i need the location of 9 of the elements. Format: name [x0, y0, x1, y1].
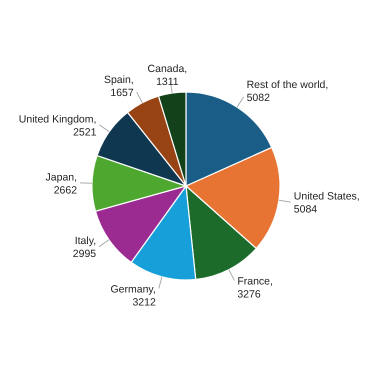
slice-label: Spain, 1657 [104, 74, 134, 100]
slice-label: France, 3276 [237, 275, 273, 300]
slice-label: United States, 5084 [294, 190, 360, 216]
slice-label: Japan, 2662 [46, 171, 78, 196]
slice-label: Italy, 2995 [72, 235, 96, 260]
slice-label: Rest of the world, 5082 [246, 79, 328, 104]
slice-label: United Kingdom, 2521 [18, 113, 97, 138]
slice-label: Canada, 1311 [148, 63, 188, 88]
slice-label: Germany, 3212 [110, 283, 156, 308]
